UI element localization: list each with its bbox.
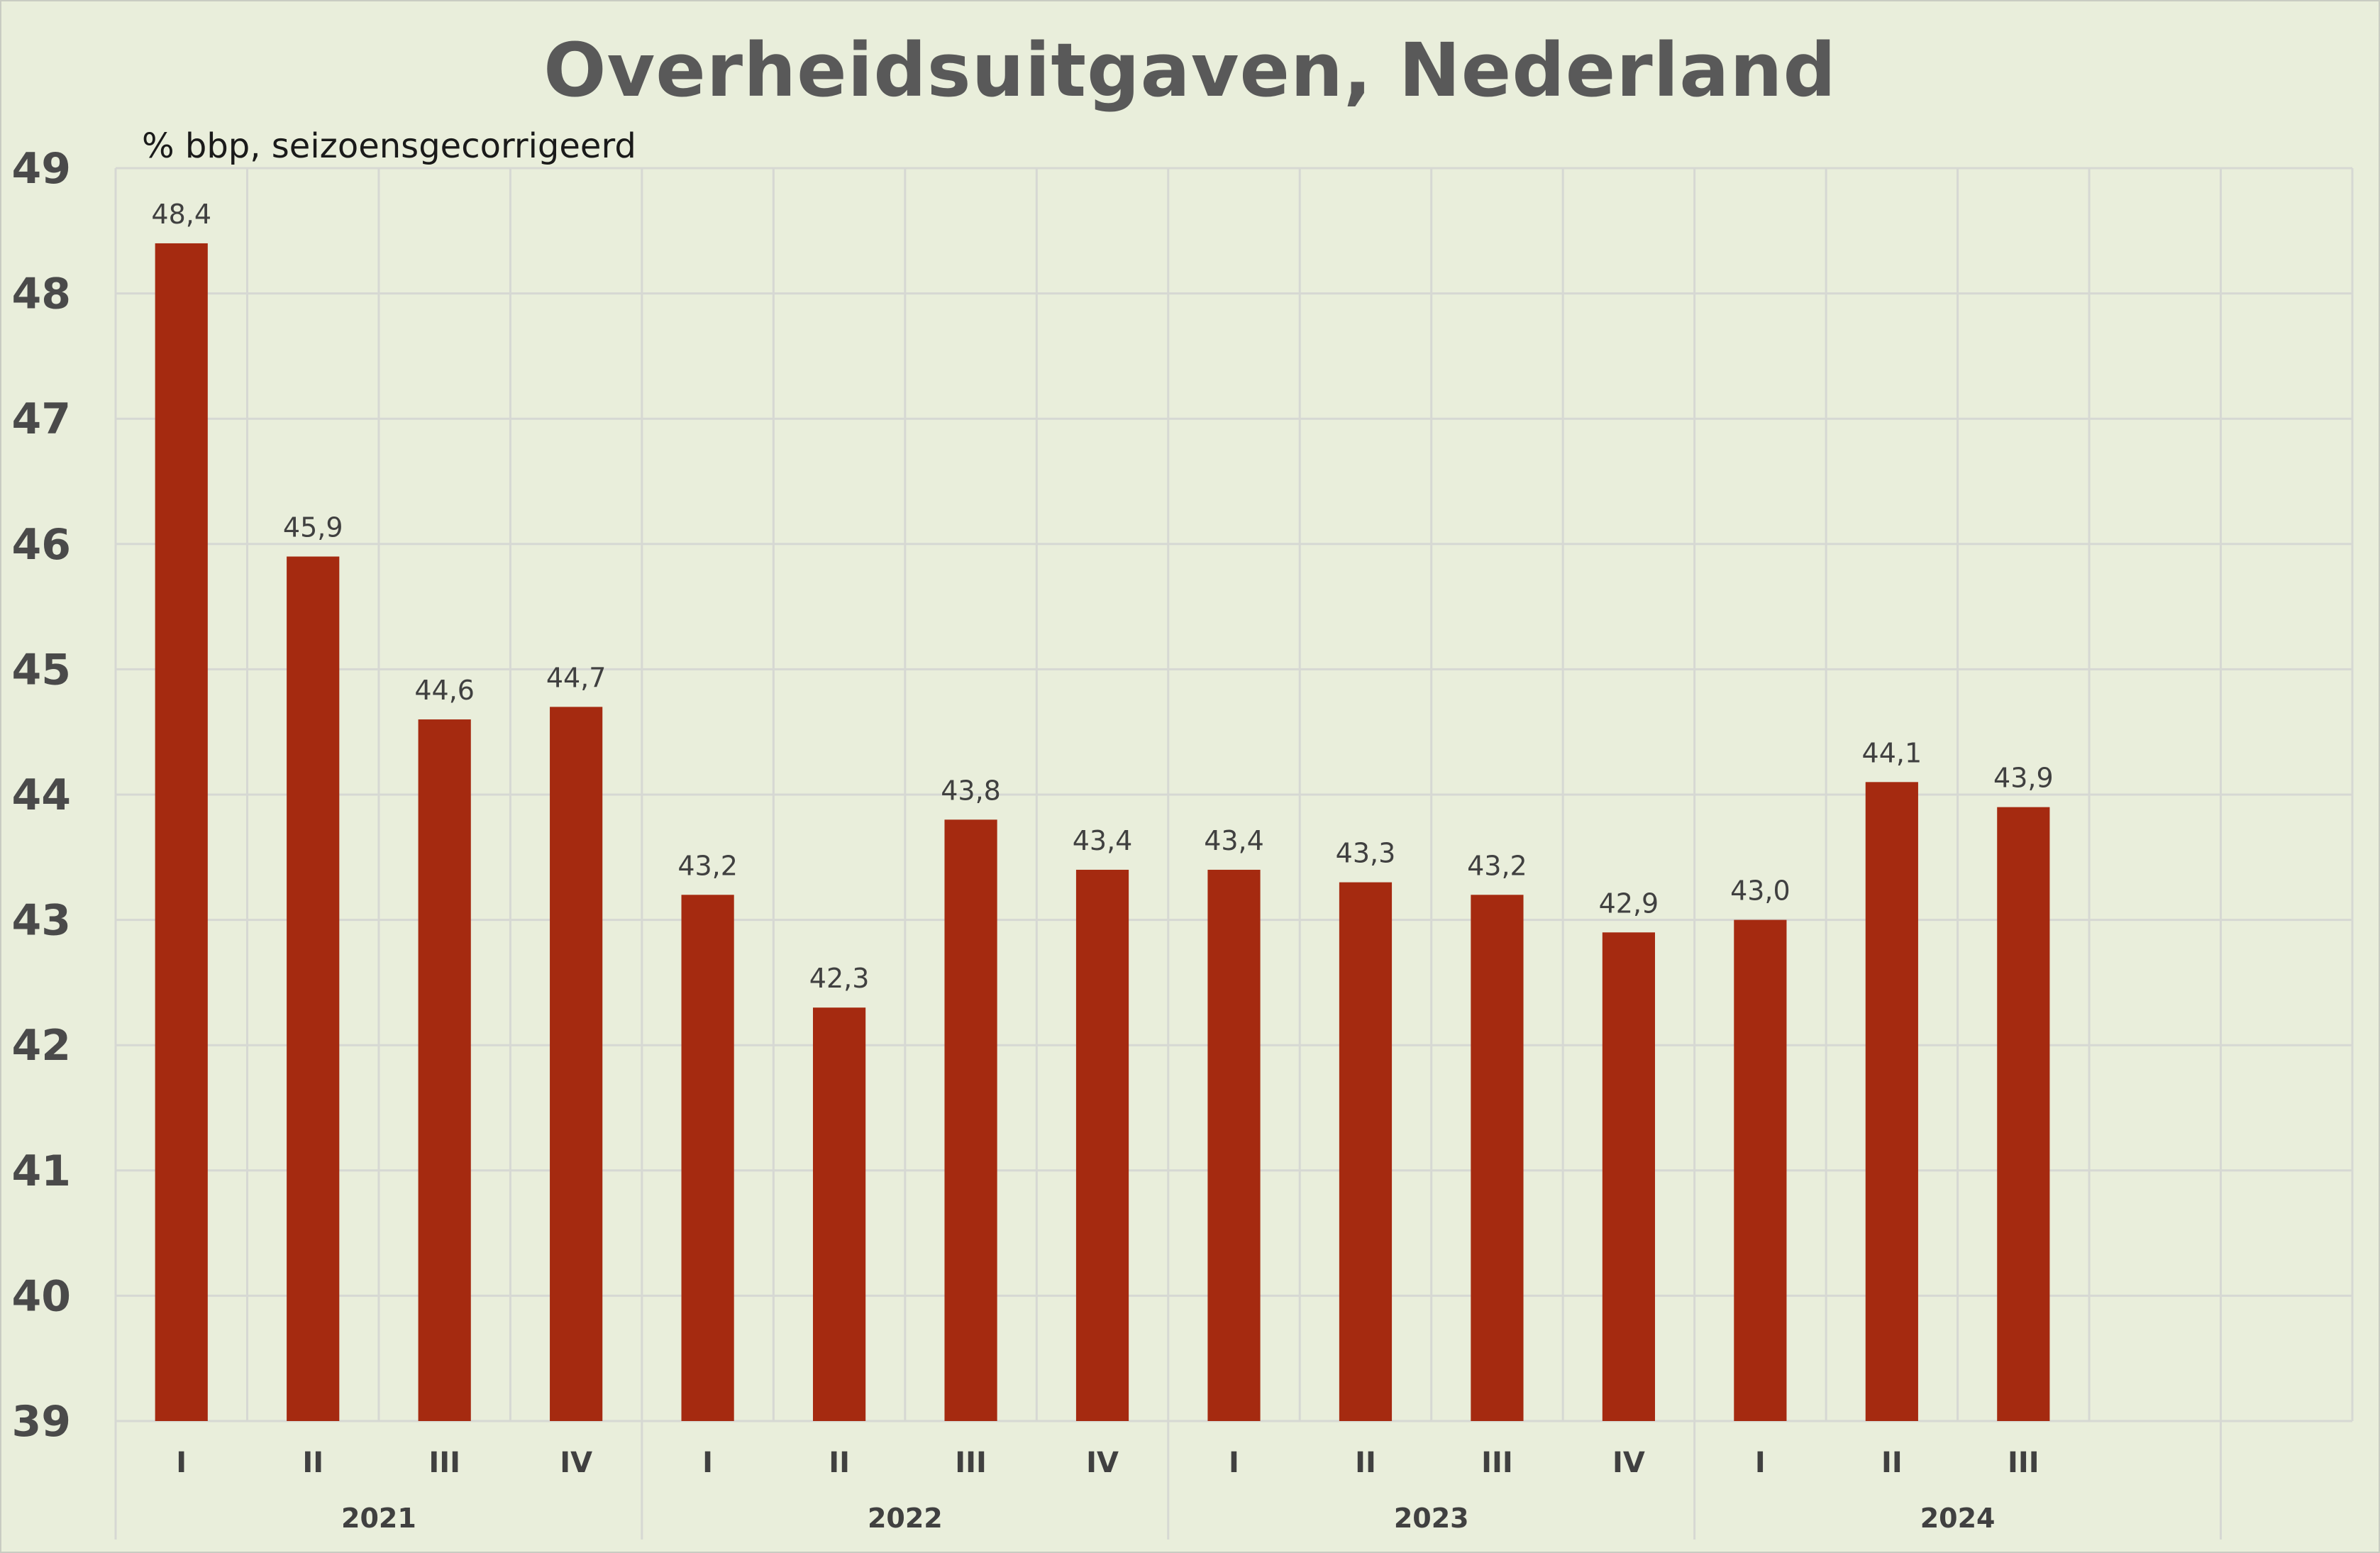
y-tick-label: 39	[12, 1397, 72, 1447]
x-tick-label: II	[1355, 1447, 1376, 1479]
data-label: 45,9	[283, 512, 343, 543]
x-tick-label: II	[1881, 1447, 1903, 1479]
data-label: 42,9	[1599, 888, 1659, 919]
bar	[812, 1007, 866, 1421]
y-tick-label: 41	[12, 1146, 72, 1196]
bar	[1865, 782, 1918, 1421]
y-tick-label: 42	[12, 1021, 72, 1071]
data-label: 43,0	[1730, 875, 1790, 907]
bar	[1471, 895, 1524, 1421]
year-label: 2021	[341, 1503, 416, 1534]
data-label: 42,3	[809, 963, 870, 994]
bars	[155, 243, 2050, 1422]
x-tick-label: III	[955, 1447, 987, 1479]
bar	[550, 707, 603, 1421]
bar	[1207, 869, 1261, 1421]
data-labels: 48,4 45,9 44,6 44,7 43,2 42,3 43,8 43,4 43,4 43,3…	[151, 199, 2053, 994]
y-tick-label: 40	[12, 1271, 72, 1321]
data-label: 44,7	[546, 662, 607, 693]
bar	[418, 719, 471, 1421]
data-label: 43,3	[1336, 838, 1396, 869]
x-tick-label: III	[1481, 1447, 1513, 1479]
chart-title: Overheidsuitgaven, Nederland	[543, 27, 1837, 114]
data-label: 43,2	[677, 850, 738, 881]
year-label: 2023	[1394, 1503, 1469, 1534]
data-label: 44,1	[1862, 737, 1922, 768]
bar	[287, 556, 340, 1422]
data-label: 43,4	[1073, 825, 1133, 856]
data-label: 44,6	[414, 675, 475, 706]
bar	[155, 243, 208, 1422]
x-tick-label: I	[702, 1447, 713, 1479]
x-tick-label: I	[1229, 1447, 1239, 1479]
bar	[1997, 807, 2050, 1421]
y-tick-label: 49	[12, 144, 72, 194]
bar	[1339, 882, 1393, 1421]
y-tick-label: 48	[12, 270, 72, 319]
year-label: 2022	[868, 1503, 943, 1534]
x-tick-label: III	[2008, 1447, 2039, 1479]
x-tick-label: III	[428, 1447, 460, 1479]
bar	[944, 819, 997, 1421]
x-tick-label: I	[176, 1447, 187, 1479]
y-tick-label: 43	[12, 896, 72, 946]
y-tick-label: 45	[12, 645, 72, 695]
bar	[681, 895, 734, 1421]
bar	[1075, 869, 1129, 1421]
x-tick-label: II	[302, 1447, 323, 1479]
data-label: 43,4	[1204, 825, 1264, 856]
x-tick-label: IV	[1086, 1447, 1119, 1479]
y-tick-label: 47	[12, 394, 72, 444]
data-label: 48,4	[151, 199, 211, 230]
bar	[1602, 932, 1656, 1421]
data-label: 43,9	[1993, 763, 2054, 794]
chart-subtitle: % bbp, seizoensgecorrigeerd	[142, 126, 636, 166]
x-tick-label: IV	[560, 1447, 592, 1479]
y-tick-label: 44	[12, 770, 72, 820]
data-label: 43,2	[1467, 850, 1527, 881]
year-label: 2024	[1920, 1503, 1996, 1534]
y-tick-label: 46	[12, 520, 72, 570]
bar	[1734, 919, 1787, 1421]
x-tick-label: I	[1755, 1447, 1766, 1479]
data-label: 43,8	[941, 775, 1001, 806]
x-tick-label: II	[829, 1447, 850, 1479]
x-tick-label: IV	[1612, 1447, 1645, 1479]
